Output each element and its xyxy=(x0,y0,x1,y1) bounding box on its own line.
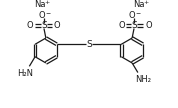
Text: O: O xyxy=(26,21,33,30)
Text: S: S xyxy=(86,40,92,49)
Text: −: − xyxy=(135,11,140,16)
Text: Na: Na xyxy=(34,0,46,9)
Text: O: O xyxy=(128,11,135,20)
Text: NH₂: NH₂ xyxy=(135,75,151,84)
Text: +: + xyxy=(143,0,149,5)
Text: +: + xyxy=(45,0,50,5)
Text: S: S xyxy=(41,21,47,30)
Text: H₂N: H₂N xyxy=(17,68,33,78)
Text: S: S xyxy=(131,21,137,30)
Text: O: O xyxy=(38,11,45,20)
Text: O: O xyxy=(145,21,152,30)
Text: O: O xyxy=(118,21,125,30)
Text: O: O xyxy=(53,21,60,30)
Text: Na: Na xyxy=(133,0,145,9)
Text: −: − xyxy=(45,11,50,16)
